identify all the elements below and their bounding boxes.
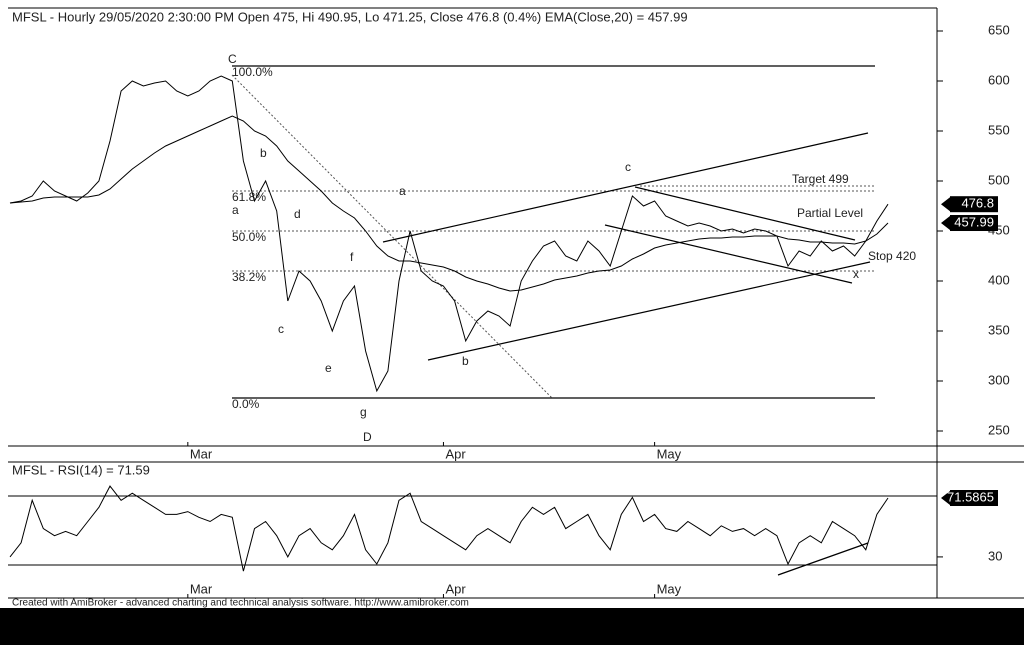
value-box bbox=[950, 215, 998, 232]
fib-label: 100.0% bbox=[232, 65, 273, 79]
y-tick-label: 30 bbox=[988, 548, 1002, 563]
series-line bbox=[9, 485, 889, 572]
chart-title: MFSL - Hourly 29/05/2020 2:30:00 PM Open… bbox=[12, 9, 688, 24]
value-box bbox=[950, 490, 998, 507]
wave-label: x bbox=[853, 267, 859, 281]
wave-label: b bbox=[260, 146, 267, 160]
series-line bbox=[9, 115, 889, 292]
trend-line bbox=[604, 224, 853, 284]
x-tick-label: Mar bbox=[190, 581, 213, 596]
y-tick-label: 300 bbox=[988, 372, 1010, 387]
wave-label: b bbox=[462, 354, 469, 368]
wave-label: C bbox=[228, 52, 237, 66]
y-tick-label: 500 bbox=[988, 172, 1010, 187]
y-tick-label: 550 bbox=[988, 122, 1010, 137]
fib-label: 61.8% bbox=[232, 190, 266, 204]
y-tick-label: 400 bbox=[988, 272, 1010, 287]
value-box-arrow bbox=[941, 491, 950, 506]
value-box-label: 71.5865 bbox=[947, 489, 994, 504]
value-box-label: 476.8 bbox=[961, 196, 994, 211]
wave-label: c bbox=[625, 160, 631, 174]
x-tick-label: May bbox=[657, 581, 682, 596]
y-tick-label: 600 bbox=[988, 72, 1010, 87]
y-tick-label: 250 bbox=[988, 422, 1010, 437]
y-tick-label: 350 bbox=[988, 322, 1010, 337]
fib-label: 0.0% bbox=[232, 397, 260, 411]
wave-label: a bbox=[232, 203, 239, 217]
fib-label: 38.2% bbox=[232, 270, 266, 284]
wave-label: D bbox=[363, 430, 372, 444]
wave-label: c bbox=[278, 322, 284, 336]
background bbox=[0, 0, 1024, 608]
footer: Created with AmiBroker - advanced charti… bbox=[12, 598, 469, 609]
trend-line bbox=[382, 132, 869, 243]
fib-label: 50.0% bbox=[232, 230, 266, 244]
value-box-label: 457.99 bbox=[954, 214, 994, 229]
trend-line bbox=[427, 261, 871, 361]
series-line bbox=[9, 75, 889, 393]
trend-line bbox=[777, 542, 869, 576]
stop-label: Stop 420 bbox=[868, 249, 916, 263]
bottom-bar bbox=[0, 608, 1024, 645]
rsi-title: MFSL - RSI(14) = 71.59 bbox=[12, 462, 150, 477]
wave-label: g bbox=[360, 405, 367, 419]
value-box bbox=[950, 196, 998, 213]
x-tick-label: Apr bbox=[445, 581, 466, 596]
value-box-arrow bbox=[941, 197, 950, 212]
target-label: Target 499 bbox=[792, 172, 849, 186]
x-tick-label: Apr bbox=[445, 446, 466, 461]
wave-label: d bbox=[294, 207, 301, 221]
x-tick-label: Mar bbox=[190, 446, 213, 461]
value-box-arrow bbox=[941, 216, 950, 231]
level-label: Partial Level bbox=[797, 206, 863, 220]
x-tick-label: May bbox=[657, 446, 682, 461]
trend-line bbox=[634, 186, 856, 241]
y-tick-label: 650 bbox=[988, 22, 1010, 37]
wave-label: e bbox=[325, 361, 332, 375]
wave-label: a bbox=[399, 184, 406, 198]
wave-label: f bbox=[350, 250, 354, 264]
